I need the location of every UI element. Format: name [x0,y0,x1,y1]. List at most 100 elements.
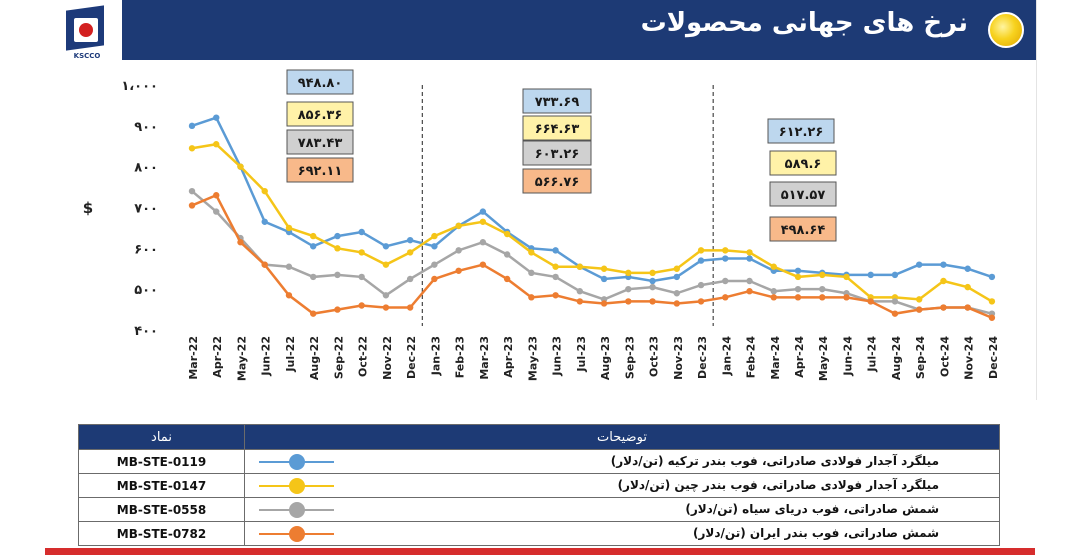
data-point [843,273,850,281]
data-point [237,163,244,170]
x-tick-label: Nov-23 [672,336,685,380]
data-point [746,277,753,285]
data-point [746,288,753,295]
data-point [213,208,220,215]
data-point [406,275,414,283]
x-tick-label: Apr-22 [211,336,224,378]
value-label: ۵۱۷.۵۷ [781,188,826,203]
x-tick-label: Jul-23 [575,336,588,373]
data-point [552,247,559,254]
data-point [988,273,996,281]
x-tick-label: Oct-22 [357,336,370,377]
x-tick-label: Sep-24 [914,336,927,379]
data-point [722,294,729,301]
data-point [334,245,341,252]
x-tick-label: Jul-22 [284,336,297,373]
value-label-box [769,181,837,207]
legend-description-cell: میلگرد آجدار فولادی صادراتی، فوب بندر چی… [244,473,1000,498]
data-point [576,288,584,295]
x-tick-label: Sep-23 [623,336,636,379]
data-point [552,263,559,270]
data-point [382,292,390,299]
data-point [479,218,487,225]
y-tick-label: ۷۰۰ [134,202,158,217]
x-tick-label: Jun-24 [841,336,854,377]
data-point [431,243,438,250]
data-point [940,304,947,311]
data-point [455,267,462,274]
data-point [625,285,632,293]
data-point [916,261,923,268]
legend-description: میلگرد آجدار فولادی صادراتی، فوب بندر تر… [610,453,939,468]
company-logo: KSCCO [62,5,112,63]
data-point [673,290,680,297]
data-point [891,298,899,305]
x-tick-label: Dec-22 [405,336,418,379]
legend-swatch [259,501,334,518]
x-tick-label: Jun-23 [551,336,564,377]
data-point [891,310,899,317]
data-point [819,294,826,301]
legend-header-description: توضیحات [244,424,1000,450]
logo-text: KSCCO [73,52,101,60]
legend-row: MB-STE-0119 میلگرد آجدار فولادی صادراتی،… [78,449,1000,474]
value-label: ۶۹۲.۱۱ [298,164,343,179]
data-point [794,294,802,301]
data-point [916,306,923,313]
legend-row: MB-STE-0782 شمش صادراتی، فوب بندر ایران … [78,521,1000,546]
data-point [649,277,656,285]
x-tick-label: Dec-23 [696,336,709,379]
data-point [746,249,753,256]
data-point [431,232,438,240]
data-point [479,261,487,268]
value-label-box [286,69,354,95]
price-chart: ۴۰۰ ۵۰۰ ۶۰۰ ۷۰۰ ۸۰۰ ۹۰۰ ۱،۰۰۰ $ Mar-22 Apr-22 May-… [83,69,1000,381]
legend-header-row: نماد توضیحات [78,424,1000,450]
data-point [600,275,608,283]
y-tick-label: ۱،۰۰۰ [121,79,158,94]
data-point [722,255,729,262]
data-point [358,273,365,281]
x-tick-label: Jan-24 [720,336,733,377]
value-label: ۷۳۳.۶۹ [535,95,580,110]
x-tick-label: Sep-22 [332,336,345,379]
data-point [431,275,438,283]
x-tick-label: Apr-23 [502,336,515,378]
data-point [334,271,341,279]
series-line [191,142,993,303]
data-point [188,122,196,130]
data-point [285,224,293,232]
x-tick-label: Mar-24 [769,336,782,380]
data-point [406,236,414,244]
legend-table: نماد توضیحات MB-STE-0119 میلگرد آجدار فو… [78,424,1000,546]
data-point [310,273,317,281]
data-point [988,298,996,305]
data-point [358,228,365,236]
x-tick-label: Feb-24 [745,336,758,379]
data-point [455,247,462,254]
data-point [722,247,729,254]
data-point [479,239,487,246]
data-point [261,187,268,195]
value-label-box [286,129,354,155]
data-point [770,288,777,295]
x-tick-label: Jan-23 [429,336,442,376]
value-label-box [522,168,592,194]
x-tick-label: Nov-22 [381,336,394,380]
data-point [334,232,341,240]
data-point [455,222,462,230]
data-point [916,296,923,303]
divider [1036,0,1037,400]
value-label-box [767,118,835,144]
data-point [819,285,826,293]
data-point [213,192,220,199]
data-point [649,283,656,291]
data-point [891,271,899,279]
legend-description-cell: میلگرد آجدار فولادی صادراتی، فوب بندر تر… [244,449,1000,474]
sun-icon [988,12,1024,48]
data-point [794,285,802,293]
data-point [310,243,317,250]
value-label: ۵۶۶.۷۶ [535,175,580,190]
y-tick-label: ۹۰۰ [134,120,158,135]
